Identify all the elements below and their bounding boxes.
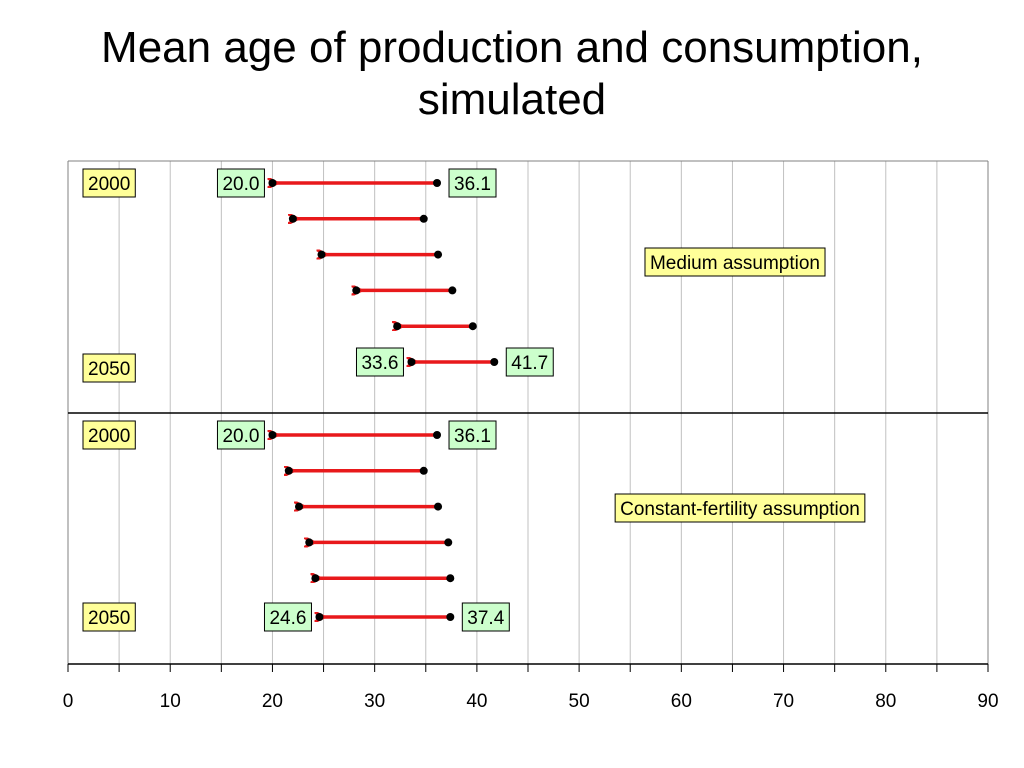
- x-tick-label: 10: [160, 691, 181, 712]
- production-label-text: 36.1: [454, 174, 491, 195]
- x-tick-label: 30: [364, 691, 385, 712]
- consumption-label-text: 33.6: [361, 353, 398, 374]
- plot-frame: [67, 160, 989, 664]
- arrow-row: 33.6 41.7: [355, 347, 554, 377]
- arrow-row: [352, 286, 457, 295]
- consumption-dot: [295, 502, 304, 511]
- production-dot: [419, 214, 428, 223]
- assumption-label: Constant-fertility assumption: [614, 493, 866, 523]
- consumption-label: 20.0: [216, 420, 265, 450]
- x-axis: 0 10 20 30 40 50 60 70 80 90: [63, 663, 999, 712]
- year-label-first-box: [82, 168, 136, 198]
- assumption-label-box: [644, 247, 826, 277]
- arrow-row: [393, 322, 477, 330]
- consumption-dot: [284, 466, 293, 475]
- assumption-label: Medium assumption: [644, 247, 826, 277]
- production-label-text: 41.7: [511, 353, 548, 374]
- production-label-text: 37.4: [467, 608, 504, 629]
- x-tick-label: 70: [773, 691, 794, 712]
- arrow-row: 24.6 37.4: [263, 602, 510, 632]
- production-dot: [468, 322, 477, 331]
- year-label-first-box: [82, 420, 136, 450]
- assumption-label-text: Medium assumption: [650, 253, 820, 274]
- consumption-label-text: 20.0: [222, 174, 259, 195]
- arrow-row: [311, 574, 455, 583]
- consumption-label-box: [216, 420, 265, 450]
- year-label-first: 2000: [82, 168, 136, 198]
- consumption-label-text: 20.0: [222, 426, 259, 447]
- production-dot: [448, 286, 457, 295]
- production-label-box: [461, 602, 510, 632]
- arrow-row: [295, 502, 443, 511]
- year-label-first: 2000: [82, 420, 136, 450]
- production-label-text: 36.1: [454, 426, 491, 447]
- year-label-last-box: [82, 353, 136, 383]
- consumption-label-text: 24.6: [269, 608, 306, 629]
- production-dot: [446, 574, 455, 583]
- title-line-1: Mean age of production and consumption,: [101, 23, 923, 72]
- consumption-dot: [305, 538, 314, 547]
- year-label-last: 2050: [82, 353, 136, 383]
- year-label-first-text: 2000: [88, 174, 130, 195]
- production-dot: [433, 431, 442, 439]
- consumption-label-box: [355, 347, 404, 377]
- x-tick-label: 40: [466, 691, 487, 712]
- year-label-last-box: [82, 602, 136, 632]
- production-label: 41.7: [505, 347, 554, 377]
- production-dot: [433, 179, 442, 187]
- arrow-row: [318, 251, 443, 259]
- production-dot: [419, 466, 428, 475]
- x-tick-label: 0: [63, 691, 74, 712]
- consumption-label-box: [216, 168, 265, 198]
- production-label: 37.4: [461, 602, 510, 632]
- production-dot: [444, 538, 453, 547]
- consumption-dot: [288, 214, 297, 223]
- year-label-last-text: 2050: [88, 608, 130, 629]
- consumption-dot: [311, 574, 320, 583]
- consumption-label: 24.6: [263, 602, 312, 632]
- consumption-dot: [352, 286, 361, 295]
- production-label: 36.1: [448, 420, 497, 450]
- assumption-label-box: [614, 493, 866, 523]
- x-tick-label: 20: [262, 691, 283, 712]
- arrow-row: 20.0 36.1: [216, 420, 497, 450]
- production-dot: [446, 613, 455, 621]
- title-line-2: simulated: [417, 75, 607, 124]
- x-tick-label: 50: [569, 691, 590, 712]
- production-label-box: [448, 168, 497, 198]
- year-label-first-text: 2000: [88, 426, 130, 447]
- x-tick-label: 60: [671, 691, 692, 712]
- production-label-box: [505, 347, 554, 377]
- consumption-label: 33.6: [355, 347, 404, 377]
- production-dot: [434, 250, 443, 259]
- consumption-label: 20.0: [216, 168, 265, 198]
- production-label-box: [448, 420, 497, 450]
- consumption-dot: [268, 431, 277, 439]
- arrow-row: 20.0 36.1: [216, 168, 497, 198]
- consumption-dot: [317, 250, 326, 259]
- assumption-label-text: Constant-fertility assumption: [620, 499, 860, 520]
- year-label-last-text: 2050: [88, 359, 130, 380]
- consumption-label-box: [263, 602, 312, 632]
- chart-title: Mean age of production and consumption, …: [0, 22, 1024, 126]
- consumption-dot: [393, 322, 402, 331]
- production-dot: [434, 502, 443, 511]
- year-label-last: 2050: [82, 602, 136, 632]
- panel-1: 20.0 36.1 33.6 41.7 2000 2050 Medium assumptio…: [82, 168, 826, 383]
- production-dot: [490, 358, 499, 366]
- x-tick-label: 80: [875, 691, 896, 712]
- consumption-dot: [315, 613, 324, 621]
- consumption-dot: [407, 358, 416, 366]
- arrow-row: [289, 215, 428, 223]
- consumption-dot: [268, 179, 277, 187]
- x-tick-label: 90: [977, 691, 998, 712]
- mark-layer: 20.0 36.1 33.6 41.7 2000 2050 Medium assumptio…: [82, 168, 866, 632]
- arrow-row: [305, 538, 453, 547]
- panel-2: 20.0 36.1 24.6 37.4 2000 2050 Constant-fertili…: [82, 420, 866, 632]
- production-label: 36.1: [448, 168, 497, 198]
- arrow-row: [285, 467, 428, 475]
